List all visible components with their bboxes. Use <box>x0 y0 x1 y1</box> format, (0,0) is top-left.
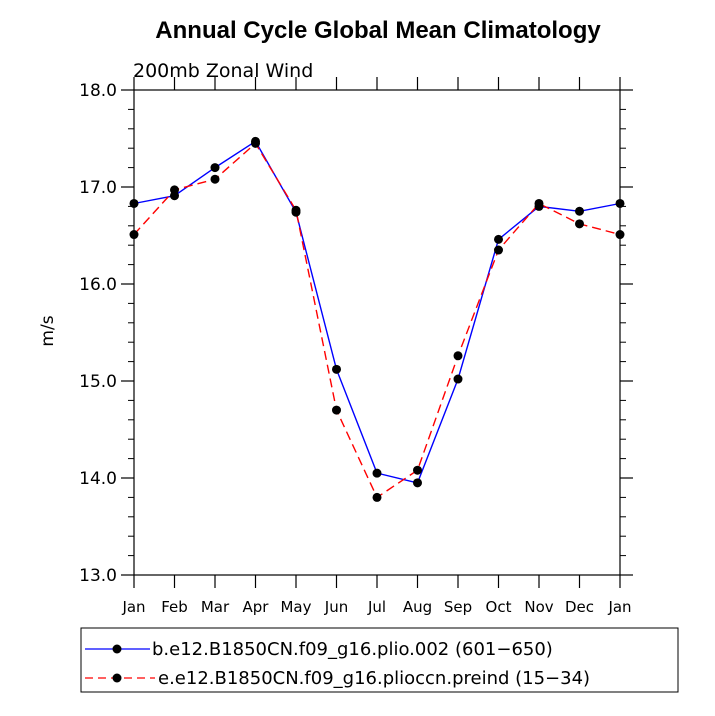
x-tick-label: Dec <box>565 598 594 616</box>
y-tick-label: 18.0 <box>79 81 117 101</box>
x-tick-label: Aug <box>403 598 432 616</box>
data-point-series-1 <box>534 198 544 208</box>
plot-frame <box>133 89 621 576</box>
data-point-series-0 <box>413 478 422 488</box>
x-tick-label: Jul <box>367 598 386 616</box>
data-point-series-0 <box>615 198 625 208</box>
series-points <box>129 136 625 502</box>
x-tick-label: Jun <box>324 598 348 616</box>
data-point-series-0 <box>210 163 220 173</box>
data-point-series-0 <box>332 364 341 374</box>
legend-marker-series-0 <box>112 644 122 654</box>
data-point-series-1 <box>575 219 584 229</box>
y-tick-label: 15.0 <box>79 372 117 392</box>
y-tick-label: 13.0 <box>79 566 117 586</box>
data-point-series-1 <box>210 174 220 184</box>
series-lines <box>133 140 621 499</box>
data-point-series-1 <box>291 205 301 215</box>
y-tick-label: 17.0 <box>79 178 117 198</box>
legend: b.e12.B1850CN.f09_g16.plio.002 (601−650)… <box>80 627 679 693</box>
data-point-series-1 <box>170 185 179 195</box>
x-tick-label: Nov <box>524 598 553 616</box>
x-tick-label: Jan <box>121 598 145 616</box>
chart-title: Annual Cycle Global Mean Climatology <box>155 17 601 44</box>
data-point-series-1 <box>413 465 422 475</box>
series-line-1 <box>133 142 621 499</box>
chart-subtitle: 200mb Zonal Wind <box>133 60 313 82</box>
data-point-series-0 <box>575 206 584 216</box>
x-tick-label: Oct <box>486 598 512 616</box>
legend-marker-series-1 <box>112 673 122 683</box>
x-tick-label: Sep <box>444 598 472 616</box>
y-tick-label: 16.0 <box>79 275 117 295</box>
legend-box <box>80 627 679 693</box>
data-point-series-0 <box>494 234 503 244</box>
data-point-series-1 <box>453 351 463 361</box>
axis-ticks: 13.0 14.0 15.0 16.0 17.0 18.0 Jan Feb Mar Apr May J… <box>79 77 633 616</box>
x-tick-label: Jan <box>607 598 631 616</box>
x-tick-label: Feb <box>161 598 188 616</box>
data-point-series-1 <box>372 492 382 502</box>
legend-label-series-0: b.e12.B1850CN.f09_g16.plio.002 (601−650) <box>152 639 553 660</box>
data-point-series-1 <box>494 245 503 255</box>
y-axis-label: m/s <box>38 315 58 346</box>
data-point-series-0 <box>129 198 139 208</box>
data-point-series-0 <box>453 374 463 384</box>
y-tick-label: 14.0 <box>79 469 117 489</box>
x-tick-label: May <box>280 598 311 616</box>
data-point-series-1 <box>615 230 625 240</box>
data-point-series-1 <box>129 230 139 240</box>
x-tick-label: Apr <box>243 598 270 616</box>
data-point-series-1 <box>332 405 341 415</box>
legend-label-series-1: e.e12.B1850CN.f09_g16.plioccn.preind (15… <box>158 668 590 689</box>
x-tick-label: Mar <box>201 598 230 616</box>
data-point-series-1 <box>251 138 260 148</box>
data-point-series-0 <box>372 468 382 478</box>
series-line-0 <box>133 140 621 484</box>
